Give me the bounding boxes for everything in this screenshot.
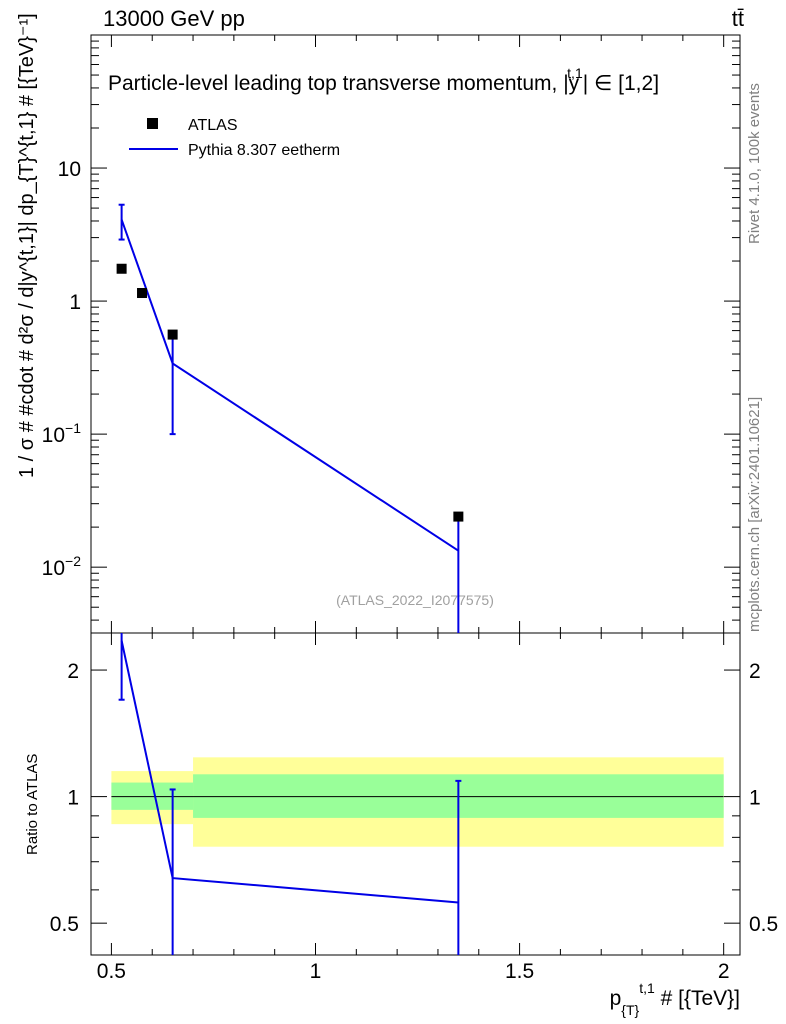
main-y-axis-label: 1 / σ # #cdot # d²σ / d|y^{t,1}| dp_{T}^… [16, 13, 38, 478]
atlas-data-point [137, 288, 148, 299]
atlas-data-point [167, 329, 178, 340]
title-y: y [569, 72, 580, 95]
ratio-y-axis-label: Ratio to ATLAS [24, 754, 41, 855]
atlas-data-point [116, 263, 127, 274]
y-tick-mantissa: 10 [42, 557, 65, 580]
title-sup: t,1 [567, 65, 583, 81]
y-tick-label: 10 [58, 158, 81, 181]
energy-label: 13000 GeV pp [103, 6, 245, 31]
y-tick-label: 10−1 [42, 420, 82, 447]
title-tail: | ∈ [1,2] [583, 72, 659, 95]
atlas-data-point [453, 511, 464, 522]
y-tick-mantissa: 10 [58, 158, 81, 181]
x-label-sup: t,1 [639, 980, 655, 996]
process-label: tt̄ [731, 6, 744, 31]
ratio-y-tick-label-right: 1 [749, 787, 761, 810]
ratio-y-tick-label: 1 [67, 787, 79, 810]
x-label-tail: # [{TeV}] [655, 987, 740, 1010]
legend-marker-atlas [147, 118, 158, 129]
y-tick-mantissa: 1 [69, 291, 81, 314]
analysis-watermark: (ATLAS_2022_I2077575) [336, 592, 494, 608]
title-main: Particle-level leading top transverse mo… [108, 72, 569, 95]
x-label-sub: {T} [621, 1002, 639, 1018]
x-tick-label: 0.5 [97, 960, 126, 983]
ratio-y-tick-label: 0.5 [50, 913, 79, 936]
chart-title: Particle-level leading top transverse mo… [108, 65, 659, 95]
ratio-y-tick-label-right: 0.5 [749, 913, 778, 936]
ratio-y-tick-label-right: 2 [749, 660, 761, 683]
x-label-main: p [610, 987, 622, 1010]
y-tick-exponent: −1 [65, 420, 81, 436]
y-tick-label: 10−2 [42, 553, 82, 580]
x-tick-label: 1.5 [505, 960, 534, 983]
ratio-panel-frame [90, 632, 741, 956]
x-tick-label: 2 [718, 960, 730, 983]
y-tick-mantissa: 10 [42, 424, 65, 447]
x-axis-label: p{T}t,1 # [{TeV}] [610, 980, 740, 1018]
y-tick-exponent: −2 [65, 553, 81, 569]
legend-label-mc: Pythia 8.307 eetherm [188, 142, 340, 159]
ratio-y-tick-label: 2 [67, 660, 79, 683]
legend-label-atlas: ATLAS [188, 117, 238, 134]
y-tick-label: 1 [69, 291, 81, 314]
x-tick-label: 1 [310, 960, 322, 983]
